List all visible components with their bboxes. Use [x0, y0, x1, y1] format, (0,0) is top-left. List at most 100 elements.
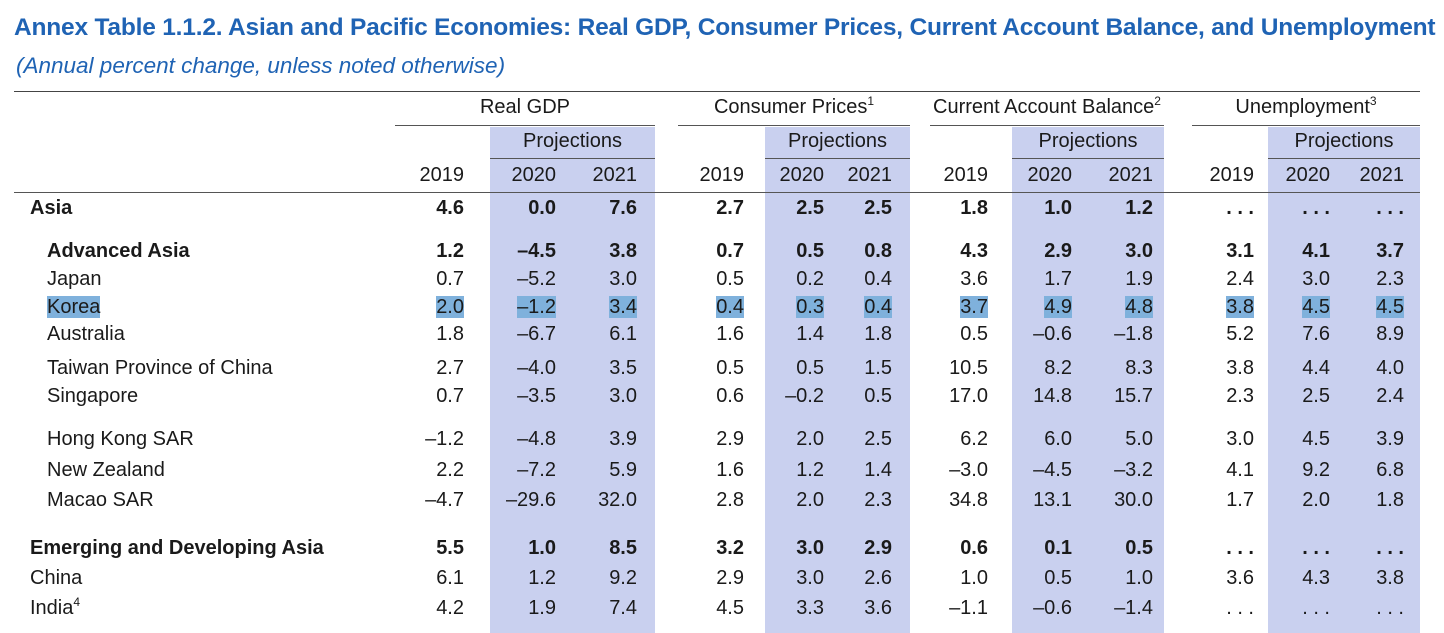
- projection-band-unemp: [1268, 127, 1420, 633]
- projections-rule: [1268, 158, 1420, 159]
- table-cell: 2.5: [812, 197, 892, 220]
- cell-value: 2.3: [1226, 385, 1254, 407]
- cell-value: –1.2: [517, 296, 556, 318]
- table-cell: 2.4: [1174, 268, 1254, 291]
- cell-value: 10.5: [949, 357, 988, 379]
- cell-value: 0.2: [796, 268, 824, 290]
- footnote-mark: 4: [73, 595, 81, 609]
- cell-value: . . .: [1376, 537, 1404, 559]
- table-cell: . . .: [1324, 597, 1404, 620]
- table-cell: 1.4: [744, 323, 824, 346]
- group-rule: [1192, 125, 1420, 126]
- cell-value: 2.7: [436, 357, 464, 379]
- cell-value: –4.0: [517, 357, 556, 379]
- table-cell: 30.0: [1073, 489, 1153, 512]
- table-cell: –29.6: [476, 489, 556, 512]
- cell-value: 0.1: [1044, 537, 1072, 559]
- table-cell: 2.0: [744, 428, 824, 451]
- projections-rule: [490, 158, 655, 159]
- group-label: Current Account Balance: [933, 96, 1155, 118]
- year-header: 2019: [943, 164, 989, 186]
- table-row: Advanced Asia 1.2 –4.5 3.8 0.7 0.5 0.8 4.3 2.9 3.…: [0, 240, 1444, 270]
- cell-value: . . .: [1376, 597, 1404, 619]
- table-row: India4 4.2 1.9 7.4 4.5 3.3 3.6 –1.1 –0.6 –1.4 . . …: [0, 595, 1444, 627]
- table-cell: 3.1: [1174, 240, 1254, 263]
- table-cell: . . .: [1174, 197, 1254, 220]
- table-cell: 4.3: [1250, 567, 1330, 590]
- table-cell: 3.0: [1073, 240, 1153, 263]
- table-cell: 13.1: [992, 489, 1072, 512]
- cell-value: 4.2: [436, 597, 464, 619]
- table-cell: –7.2: [476, 459, 556, 482]
- table-cell: –4.0: [476, 357, 556, 380]
- cell-value: . . .: [1302, 537, 1330, 559]
- cell-value: . . .: [1376, 197, 1404, 219]
- cell-value: 3.8: [1376, 567, 1404, 589]
- cell-value: 0.5: [716, 357, 744, 379]
- table-row: Hong Kong SAR –1.2 –4.8 3.9 2.9 2.0 2.5 6.2 6.0 5…: [0, 428, 1444, 458]
- cell-value: 1.7: [1044, 268, 1072, 290]
- table-cell: 3.0: [744, 567, 824, 590]
- cell-value: 8.2: [1044, 357, 1072, 379]
- table-cell: 2.4: [1324, 385, 1404, 408]
- table-cell: 2.0: [744, 489, 824, 512]
- table-cell: –4.7: [384, 489, 464, 512]
- table-cell: 1.0: [908, 567, 988, 590]
- table-cell: –0.6: [992, 323, 1072, 346]
- table-cell: 6.2: [908, 428, 988, 451]
- row-label: China: [30, 567, 82, 590]
- group-rule: [678, 125, 910, 126]
- cell-value: –4.5: [1033, 459, 1072, 481]
- cell-value: 9.2: [609, 567, 637, 589]
- cell-value: 2.5: [1302, 385, 1330, 407]
- table-cell: 3.0: [744, 537, 824, 560]
- year-header: 2020: [779, 164, 825, 186]
- table-cell: 0.5: [664, 268, 744, 291]
- table-cell: 4.9: [992, 296, 1072, 319]
- cell-value: 1.2: [1125, 197, 1153, 219]
- cell-value: 5.9: [609, 459, 637, 481]
- cell-value: 0.6: [716, 385, 744, 407]
- cell-value: –0.6: [1033, 323, 1072, 345]
- cell-value: 6.1: [436, 567, 464, 589]
- table-row: Macao SAR –4.7 –29.6 32.0 2.8 2.0 2.3 34.8 13.1 3…: [0, 489, 1444, 519]
- table-cell: 3.0: [1250, 268, 1330, 291]
- cell-value: –29.6: [505, 489, 556, 511]
- cell-value: 4.6: [436, 197, 464, 219]
- cell-value: 3.7: [960, 296, 988, 318]
- row-label-text: Emerging and Developing Asia: [30, 537, 324, 559]
- cell-value: 4.8: [1125, 296, 1153, 318]
- table-row: Australia 1.8 –6.7 6.1 1.6 1.4 1.8 0.5 –0.6 –1.8 5…: [0, 323, 1444, 353]
- table-cell: 3.5: [557, 357, 637, 380]
- table-cell: 4.1: [1174, 459, 1254, 482]
- cell-value: 0.5: [960, 323, 988, 345]
- table-row: Taiwan Province of China 2.7 –4.0 3.5 0.5 0.5…: [0, 357, 1444, 387]
- cell-value: 3.3: [796, 597, 824, 619]
- cell-value: 0.5: [1044, 567, 1072, 589]
- cell-value: 2.5: [796, 197, 824, 219]
- table-cell: 1.0: [992, 197, 1072, 220]
- table-cell: . . .: [1250, 197, 1330, 220]
- table-cell: 4.5: [1250, 296, 1330, 319]
- table-cell: 1.7: [992, 268, 1072, 291]
- table-cell: 1.8: [1324, 489, 1404, 512]
- cell-value: 0.7: [436, 268, 464, 290]
- cell-value: 14.8: [1033, 385, 1072, 407]
- cell-value: 1.9: [1125, 268, 1153, 290]
- row-label: Asia: [30, 197, 72, 220]
- cell-value: –6.7: [517, 323, 556, 345]
- row-label: India4: [30, 595, 81, 620]
- row-label: Singapore: [47, 385, 138, 408]
- row-label: New Zealand: [47, 459, 165, 482]
- cell-value: 1.8: [864, 323, 892, 345]
- table-cell: 0.5: [744, 357, 824, 380]
- table-cell: 3.9: [1324, 428, 1404, 451]
- table-cell: . . .: [1324, 197, 1404, 220]
- table-cell: –1.1: [908, 597, 988, 620]
- table-cell: 6.1: [384, 567, 464, 590]
- cell-value: 3.2: [716, 537, 744, 559]
- table-cell: 3.8: [1324, 567, 1404, 590]
- table-cell: 3.2: [664, 537, 744, 560]
- table-cell: 4.5: [664, 597, 744, 620]
- row-label-text: Taiwan Province of China: [47, 357, 273, 379]
